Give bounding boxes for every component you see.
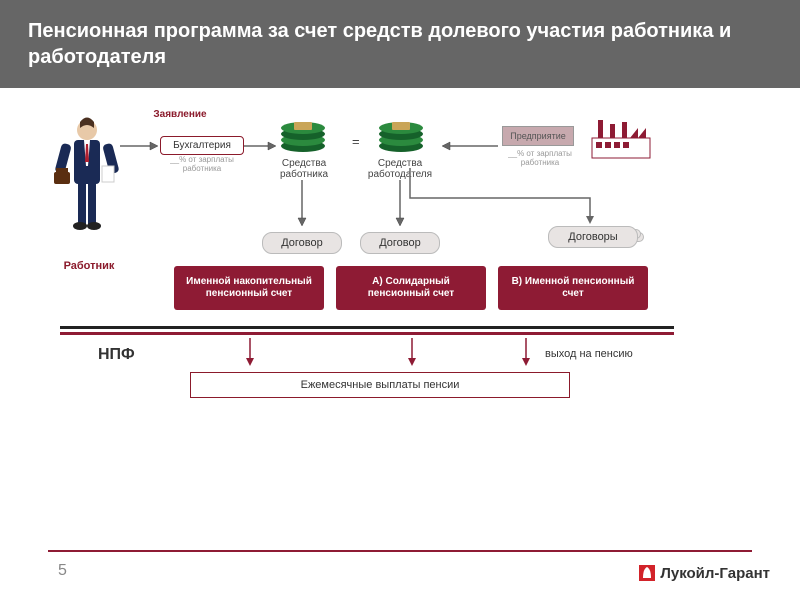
funds-worker-label: Средства работника	[268, 158, 340, 180]
percent-note-right: __% от зарплаты работника	[505, 150, 575, 168]
arrow-enterprise-to-money2	[438, 140, 498, 152]
equals-sign: =	[352, 134, 360, 149]
arrow-npf-1	[244, 338, 256, 368]
accounting-box: Бухгалтерия	[160, 136, 244, 155]
arrow-accounting-to-money1	[244, 140, 278, 152]
application-label: Заявление	[145, 110, 215, 120]
divider-bottom	[60, 332, 674, 335]
contracts-pill-front: Договоры	[548, 226, 638, 248]
money-icon-employer	[376, 118, 426, 159]
worker-figure	[52, 116, 122, 241]
arrow-worker-to-accounting	[120, 140, 160, 152]
divider-top	[60, 326, 674, 329]
arrow-npf-3	[520, 338, 532, 368]
payments-box: Ежемесячные выплаты пенсии	[190, 372, 570, 398]
worker-label: Работник	[44, 260, 134, 272]
arrow-npf-2	[406, 338, 418, 368]
footer-divider	[48, 550, 752, 552]
percent-note-left: __% от зарплаты работника	[165, 156, 239, 174]
enterprise-box: Предприятие	[502, 126, 574, 146]
account-block-b: А) Солидарный пенсионный счет	[336, 266, 486, 310]
contracts-stack: Договоры	[548, 226, 638, 256]
brand-icon	[638, 564, 656, 582]
retire-label: выход на пенсию	[545, 348, 633, 360]
account-block-a: Именной накопительный пенсионный счет	[174, 266, 324, 310]
factory-icon	[590, 114, 652, 165]
account-block-c: В) Именной пенсионный счет	[498, 266, 648, 310]
contract-pill-1: Договор	[262, 232, 342, 254]
arrow-down-1	[296, 180, 308, 228]
brand-text: Лукойл-Гарант	[660, 565, 770, 582]
money-icon-worker	[278, 118, 328, 159]
page-number: 5	[58, 562, 67, 580]
arrow-down-2	[394, 180, 406, 228]
npf-label: НПФ	[98, 346, 135, 364]
contract-pill-2: Договор	[360, 232, 440, 254]
brand-logo: Лукойл-Гарант	[638, 564, 770, 582]
header-bar: Пенсионная программа за счет средств дол…	[0, 0, 800, 88]
page-title: Пенсионная программа за счет средств дол…	[28, 18, 772, 70]
diagram-canvas: Работник Заявление Бухгалтерия __% от за…	[0, 88, 800, 548]
